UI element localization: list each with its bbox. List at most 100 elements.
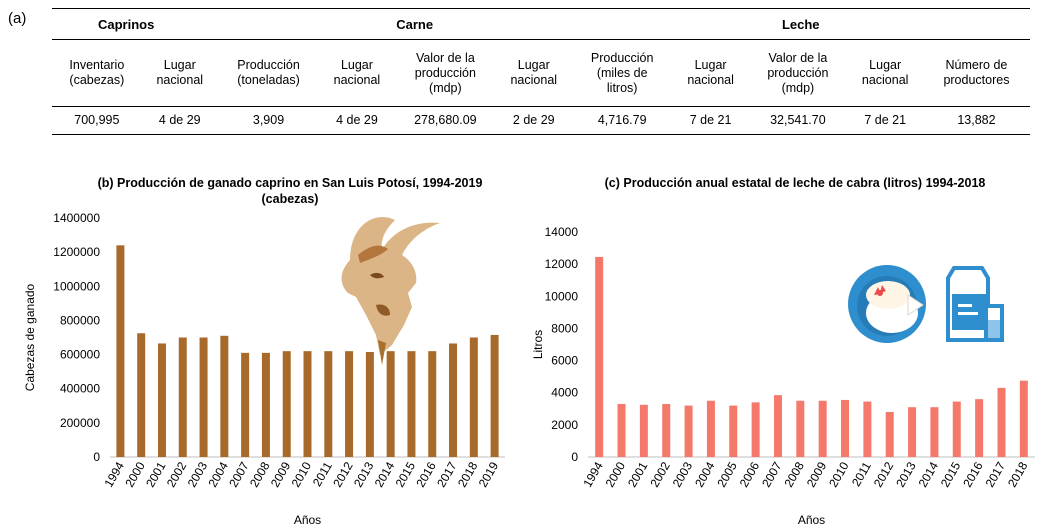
table-header-line: productores bbox=[943, 73, 1010, 87]
bar bbox=[199, 337, 208, 457]
table-header-7: Lugar nacional bbox=[673, 40, 748, 107]
x-tick-label: 2000 bbox=[122, 459, 148, 489]
chart-b-plot: 0 200000 400000 600000 800000 1000000 1200000 1… bbox=[23, 211, 505, 527]
chart-c-title: (c) Producción anual estatal de leche de… bbox=[555, 175, 1035, 191]
bar bbox=[975, 399, 984, 457]
bar bbox=[490, 334, 499, 457]
table-header-line: Lugar bbox=[340, 58, 373, 72]
group-caprinos: Caprinos bbox=[52, 8, 218, 40]
table-header-line: Lugar bbox=[163, 58, 196, 72]
x-tick-label: 2011 bbox=[310, 459, 335, 489]
x-tick-label: 2017 bbox=[434, 459, 460, 489]
y-tick-label: 600000 bbox=[60, 348, 100, 362]
x-tick-label: 2017 bbox=[983, 459, 1009, 489]
table-header-2: Producción (toneladas) bbox=[218, 40, 319, 107]
bar bbox=[662, 403, 671, 457]
x-tick-label: 2013 bbox=[351, 459, 377, 489]
bar bbox=[303, 351, 312, 457]
bar bbox=[796, 400, 805, 457]
goat-head-icon bbox=[341, 216, 440, 365]
table-header-line: Producción bbox=[590, 50, 654, 65]
bar bbox=[684, 405, 693, 457]
y-tick-label: 12000 bbox=[545, 257, 579, 271]
chart-b-title: (b) Producción de ganado caprino en San … bbox=[40, 175, 540, 207]
table-cell: 3,909 bbox=[217, 106, 320, 135]
table-header-row: Inventario (cabezas) Lugar nacional Producci… bbox=[52, 40, 1030, 107]
bar bbox=[639, 404, 648, 457]
table-header-line: (toneladas) bbox=[237, 73, 300, 87]
bar bbox=[841, 399, 850, 457]
table-header-line: litros) bbox=[606, 80, 638, 95]
table-header-line: Lugar bbox=[517, 58, 550, 72]
x-tick-label: 2008 bbox=[247, 459, 273, 489]
bar bbox=[863, 401, 872, 457]
y-tick-label: 14000 bbox=[545, 225, 579, 239]
table-cell: 7 de 21 bbox=[847, 106, 923, 135]
table-cell: 4,716.79 bbox=[571, 106, 673, 135]
x-tick-label: 2016 bbox=[960, 459, 986, 489]
bar bbox=[952, 401, 961, 457]
x-tick-label: 2005 bbox=[714, 459, 740, 489]
bar bbox=[773, 395, 782, 457]
x-tick-label: 2004 bbox=[205, 459, 231, 489]
chart-c-plot: 0200040006000800010000120001400019942000… bbox=[531, 225, 1035, 527]
bar bbox=[345, 351, 354, 457]
bar bbox=[407, 351, 416, 457]
table-header-1: Lugar nacional bbox=[142, 40, 218, 107]
x-tick-label: 2002 bbox=[647, 459, 673, 489]
x-tick-label: 2000 bbox=[603, 459, 629, 489]
table-header-0: Inventario (cabezas) bbox=[52, 40, 142, 107]
table-header-line: (mdp) bbox=[429, 80, 462, 95]
y-tick-label: 1200000 bbox=[53, 245, 100, 259]
x-tick-label: 2019 bbox=[476, 459, 502, 489]
y-tick-label: 200000 bbox=[60, 416, 100, 430]
bar bbox=[428, 351, 437, 457]
table-header-line: (cabezas) bbox=[69, 73, 125, 87]
bar bbox=[818, 400, 827, 457]
group-leche: Leche bbox=[571, 8, 1030, 40]
x-tick-label: 2001 bbox=[143, 459, 169, 489]
table-header-line: producción bbox=[767, 65, 829, 80]
x-tick-label: 2018 bbox=[1005, 459, 1031, 489]
x-tick-label: 2003 bbox=[670, 459, 696, 489]
bar bbox=[885, 412, 894, 457]
table-header-line: nacional bbox=[687, 73, 734, 87]
table-value-row: 700,995 4 de 29 3,909 4 de 29 278,680.09 2 de… bbox=[52, 106, 1030, 135]
table-header-line: (miles de bbox=[596, 65, 648, 80]
bar bbox=[930, 407, 939, 457]
bar bbox=[469, 337, 478, 457]
table-cell: 278,680.09 bbox=[394, 106, 497, 135]
table-header-line: nacional bbox=[861, 73, 909, 87]
group-carne: Carne bbox=[217, 8, 572, 40]
y-tick-label: 400000 bbox=[60, 382, 100, 396]
table-group-row: Caprinos Carne Leche bbox=[52, 8, 1030, 40]
table-header-line: Número de bbox=[945, 58, 1008, 72]
table-header-line: nacional bbox=[510, 73, 558, 87]
x-tick-label: 2014 bbox=[372, 459, 398, 489]
x-tick-label: 2012 bbox=[871, 459, 897, 489]
y-tick-label: 4000 bbox=[551, 386, 578, 400]
table-cell: 7 de 21 bbox=[672, 106, 749, 135]
x-tick-label: 2003 bbox=[185, 459, 211, 489]
y-tick-label: 0 bbox=[93, 450, 100, 464]
x-tick-label: 2011 bbox=[849, 459, 874, 489]
table-header-8: Valor de la producción (mdp) bbox=[748, 40, 847, 107]
bar bbox=[386, 351, 395, 457]
y-tick-label: 0 bbox=[571, 450, 578, 464]
table-header-5: Lugar nacional bbox=[496, 40, 571, 107]
x-tick-label: 2001 bbox=[625, 459, 651, 489]
table-cell: 2 de 29 bbox=[496, 106, 572, 135]
table-header-10: Número de productores bbox=[923, 40, 1030, 107]
y-tick-label: 800000 bbox=[60, 313, 100, 327]
x-tick-label: 2007 bbox=[226, 459, 252, 489]
table-header-line: nacional bbox=[333, 73, 381, 87]
x-tick-label: 2010 bbox=[289, 459, 315, 489]
table-cell: 4 de 29 bbox=[319, 106, 395, 135]
x-tick-label: 2015 bbox=[938, 459, 964, 489]
chart-b-title-text: (b) Producción de ganado caprino en San … bbox=[97, 176, 483, 190]
milk-carton-icon bbox=[946, 266, 1004, 342]
y-axis-title: Cabezas de ganado bbox=[23, 283, 37, 391]
table-header-line: Valor de la bbox=[415, 50, 475, 65]
x-axis-title: Años bbox=[798, 513, 825, 527]
x-tick-label: 2007 bbox=[759, 459, 785, 489]
